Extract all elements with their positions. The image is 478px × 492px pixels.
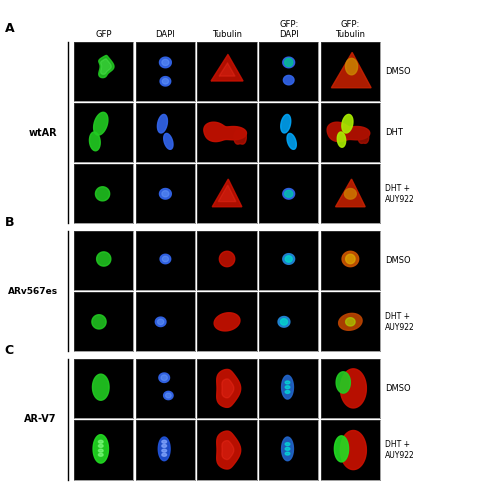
Polygon shape (278, 316, 290, 327)
Polygon shape (346, 254, 355, 264)
Polygon shape (93, 434, 109, 463)
Polygon shape (219, 251, 235, 267)
Polygon shape (340, 430, 366, 470)
Polygon shape (336, 372, 350, 393)
Polygon shape (287, 133, 296, 150)
Polygon shape (331, 53, 371, 88)
Polygon shape (283, 75, 294, 85)
Polygon shape (165, 393, 171, 398)
Polygon shape (162, 453, 166, 456)
Polygon shape (217, 431, 241, 469)
Polygon shape (162, 444, 166, 447)
Polygon shape (283, 57, 294, 68)
Polygon shape (346, 59, 358, 75)
Polygon shape (98, 444, 103, 447)
Polygon shape (163, 391, 173, 400)
Polygon shape (337, 132, 346, 147)
Polygon shape (157, 115, 167, 133)
Polygon shape (218, 185, 236, 202)
Text: AR-V7: AR-V7 (24, 414, 57, 424)
Polygon shape (285, 386, 290, 389)
Text: GFP: GFP (96, 31, 112, 39)
Text: DHT: DHT (385, 128, 402, 137)
Polygon shape (334, 436, 348, 462)
Polygon shape (162, 78, 169, 84)
Text: ARv567es: ARv567es (9, 286, 58, 296)
Polygon shape (282, 437, 293, 461)
Polygon shape (217, 369, 241, 407)
Text: DMSO: DMSO (385, 67, 411, 76)
Polygon shape (285, 447, 290, 450)
Polygon shape (281, 319, 288, 325)
Text: DHT +
AUY922: DHT + AUY922 (385, 312, 414, 332)
Polygon shape (92, 374, 109, 400)
Polygon shape (160, 57, 171, 68)
Polygon shape (285, 256, 292, 262)
Polygon shape (158, 437, 170, 461)
Polygon shape (336, 179, 365, 207)
Text: Tubulin: Tubulin (212, 31, 242, 39)
Polygon shape (342, 115, 353, 133)
Polygon shape (219, 63, 235, 76)
Polygon shape (98, 440, 103, 443)
Polygon shape (98, 453, 103, 456)
Polygon shape (204, 122, 247, 142)
Polygon shape (98, 449, 103, 452)
Polygon shape (222, 440, 234, 460)
Polygon shape (92, 315, 106, 329)
Text: A: A (5, 22, 14, 35)
Polygon shape (162, 190, 169, 197)
Polygon shape (214, 313, 240, 331)
Text: wtAR: wtAR (29, 127, 57, 138)
Polygon shape (342, 251, 358, 267)
Polygon shape (212, 179, 242, 207)
Polygon shape (211, 55, 243, 81)
Polygon shape (162, 440, 166, 443)
Polygon shape (283, 188, 294, 199)
Polygon shape (163, 133, 173, 150)
Polygon shape (162, 256, 169, 262)
Polygon shape (222, 379, 234, 398)
Polygon shape (284, 190, 293, 197)
Polygon shape (281, 115, 291, 133)
Text: DHT +
AUY922: DHT + AUY922 (385, 440, 414, 460)
Polygon shape (327, 122, 370, 142)
Polygon shape (161, 375, 167, 380)
Text: DMSO: DMSO (385, 256, 411, 265)
Polygon shape (340, 369, 366, 408)
Polygon shape (159, 373, 170, 382)
Text: DMSO: DMSO (385, 384, 411, 393)
Text: C: C (5, 344, 14, 357)
Polygon shape (155, 317, 166, 327)
Polygon shape (338, 313, 362, 330)
Polygon shape (89, 132, 100, 151)
Polygon shape (285, 381, 290, 384)
Text: GFP:
DAPI: GFP: DAPI (279, 20, 299, 39)
Polygon shape (100, 59, 111, 74)
Polygon shape (284, 59, 293, 66)
Polygon shape (285, 443, 290, 446)
Polygon shape (157, 319, 164, 325)
Polygon shape (285, 452, 290, 455)
Text: DAPI: DAPI (155, 31, 175, 39)
Polygon shape (358, 131, 369, 143)
Polygon shape (346, 318, 355, 326)
Polygon shape (160, 254, 171, 264)
Text: DHT +
AUY922: DHT + AUY922 (385, 184, 414, 204)
Text: GFP:
Tubulin: GFP: Tubulin (336, 20, 365, 39)
Polygon shape (282, 375, 293, 399)
Polygon shape (162, 449, 166, 452)
Polygon shape (162, 59, 169, 65)
Text: B: B (5, 216, 14, 229)
Polygon shape (234, 130, 246, 144)
Polygon shape (97, 252, 111, 266)
Polygon shape (160, 77, 171, 86)
Polygon shape (96, 187, 109, 201)
Polygon shape (345, 188, 356, 199)
Polygon shape (99, 56, 114, 78)
Polygon shape (94, 112, 108, 135)
Polygon shape (160, 188, 171, 199)
Polygon shape (285, 391, 290, 394)
Polygon shape (283, 254, 294, 264)
